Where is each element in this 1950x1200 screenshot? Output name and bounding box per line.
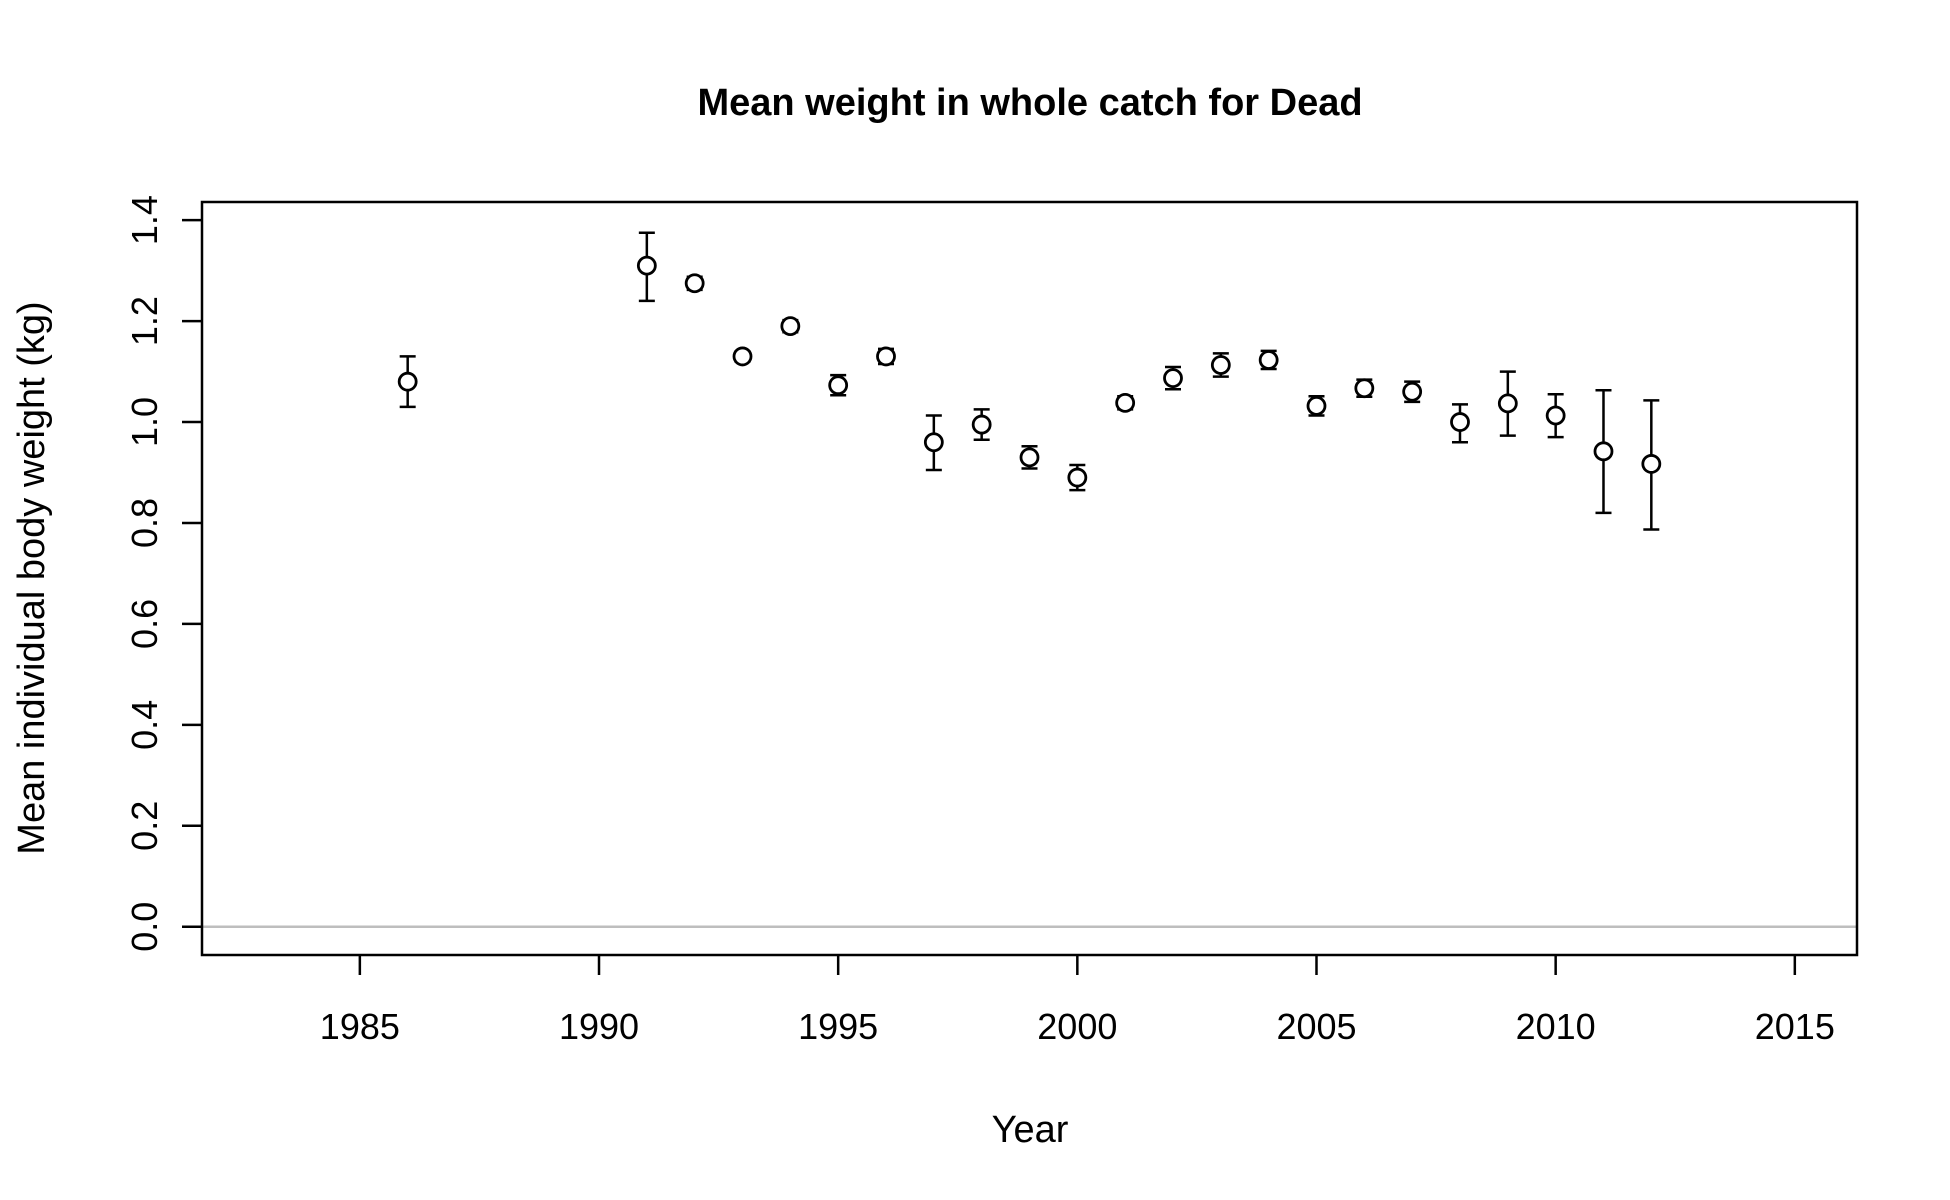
data-point-group [1450,403,1470,444]
data-point [732,346,753,367]
data-point [1402,381,1423,402]
data-point [1593,441,1614,462]
x-tick-label: 2015 [1755,1006,1835,1047]
x-axis-label: Year [992,1109,1069,1151]
x-tick-label: 1985 [320,1006,400,1047]
x-tick-label: 1990 [559,1006,639,1047]
data-point-group [1402,380,1423,404]
data-point [1306,395,1327,416]
data-point [971,414,992,435]
y-tick-label: 1.2 [124,296,165,346]
data-point-group [1115,392,1136,413]
y-tick-label: 0.8 [124,498,165,548]
x-tick-label: 2000 [1037,1006,1117,1047]
data-point-group [1306,395,1327,417]
y-tick-label: 1.4 [124,195,165,245]
data-point-group [1163,365,1183,391]
y-axis-label: Mean individual body weight (kg) [11,301,53,854]
data-point-group [971,408,992,441]
data-point [636,255,657,276]
y-tick-label: 0.4 [124,700,165,750]
data-point-group [1067,463,1088,492]
data-point [1354,378,1375,399]
x-tick-label: 2010 [1516,1006,1596,1047]
data-point [1210,355,1231,375]
data-point [1641,454,1662,474]
data-point-group [732,346,753,367]
data-points [397,231,1662,531]
plot-frame [200,200,1859,957]
data-point [828,375,849,396]
data-point [876,346,896,367]
data-point-group [1019,445,1040,470]
x-tick-label: 1995 [798,1006,878,1047]
data-point-group [1210,352,1231,378]
y-tick-label: 0.2 [124,801,165,851]
chart-title: Mean weight in whole catch for Dead [697,82,1362,124]
data-point [1545,405,1566,426]
data-point-group [923,414,944,472]
data-point-group [684,273,705,294]
data-point-group [1545,393,1566,439]
data-point-group [1354,378,1375,399]
data-point [780,316,801,337]
data-point [1258,350,1279,370]
data-point-group [1497,370,1518,437]
y-tick-label: 1.0 [124,397,165,447]
data-point-group [780,316,801,337]
data-point-group [636,231,657,303]
data-point [1019,447,1040,468]
y-tick-label: 0.0 [124,902,165,952]
data-point [1115,392,1136,413]
data-point-group [1641,399,1662,531]
data-point [397,371,418,392]
data-point [1497,393,1518,414]
plot-area: 1985 1990 1995 2000 2005 2010 2015 0.0 0.2 0.4 0.6… [124,195,1859,1047]
data-point-group [1593,389,1614,515]
data-point [684,273,705,294]
data-point [1450,412,1470,432]
data-point-group [397,355,418,409]
data-point-group [1258,349,1279,371]
data-point-group [828,373,849,397]
data-point [1163,368,1183,389]
axis-ticks: 1985 1990 1995 2000 2005 2010 2015 0.0 0.2 0.4 0.6… [124,195,1835,1047]
data-point [923,432,944,453]
y-tick-label: 0.6 [124,599,165,649]
data-point-group [876,346,896,367]
data-point [1067,467,1088,488]
x-tick-label: 2005 [1276,1006,1356,1047]
